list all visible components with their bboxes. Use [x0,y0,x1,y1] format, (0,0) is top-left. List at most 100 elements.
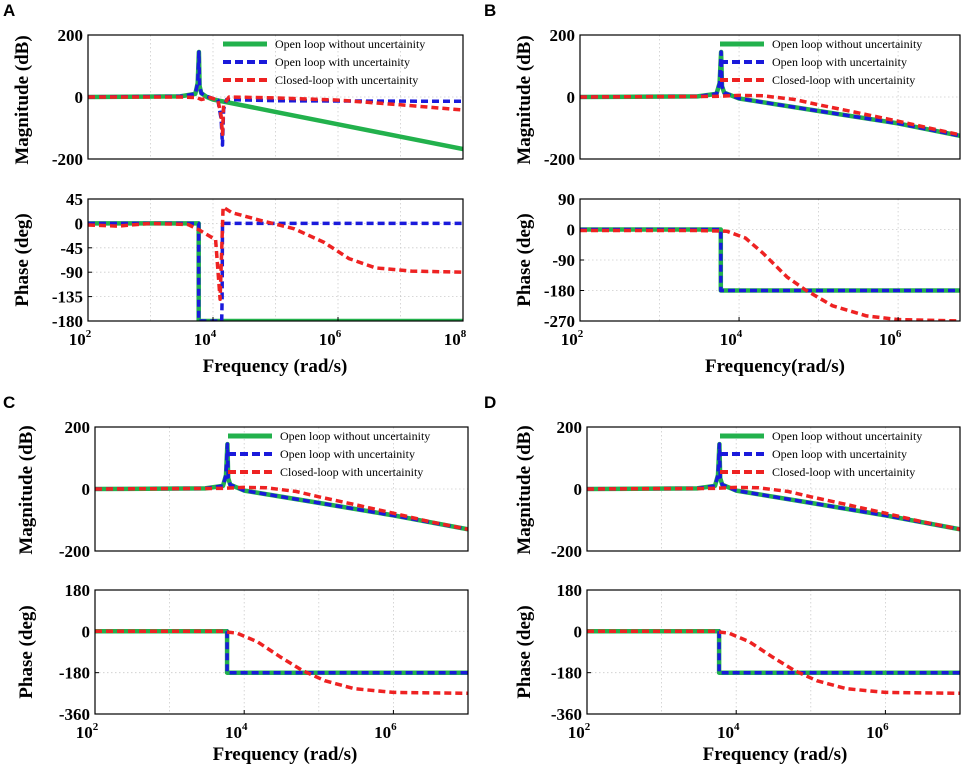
series-line-closed-with [587,629,960,696]
panel-A-phase-series-group [88,205,463,321]
phase-plot-frame [87,198,464,322]
y-tick-label: -180 [52,312,83,331]
series-line-closed-with [95,485,468,532]
x-tick-label: 104 [194,328,217,349]
legend-label: Open loop with uncertainity [275,55,410,69]
y-tick-label: -90 [552,251,575,270]
y-tick-label: -200 [544,150,575,169]
y-tick-label: -360 [59,705,90,724]
y-tick-label: 200 [550,26,576,45]
series-line-open-with [580,50,960,138]
panel-B-magnitude-series-group [580,49,960,139]
y-tick-label: 90 [558,190,575,209]
y-tick-label: -180 [551,664,582,683]
series-line-closed-with [580,93,960,137]
y-tick-label: 45 [66,190,83,209]
y-tick-label: -200 [52,150,83,169]
x-tick-label: 104 [717,721,740,742]
y-tick-label: -270 [544,312,575,331]
y-tick-label: -180 [544,282,575,301]
y-tick-label: 0 [567,221,576,240]
y-tick-label: 0 [82,480,91,499]
y-tick-label: -180 [59,664,90,683]
x-axis-label: Frequency (rad/s) [213,744,358,765]
y-tick-label: 200 [557,418,583,437]
phase-ylabel: Phase (deg) [16,605,37,698]
y-tick-label: -90 [60,263,83,282]
panel-B-phase-series-group [580,227,960,321]
legend-label: Closed-loop with uncertainity [280,465,423,479]
magnitude-ylabel: Magnitude (dB) [12,35,33,164]
magnitude-ylabel: Magnitude (dB) [16,425,37,554]
panel-letter-A: A [3,1,15,20]
panel-letter-D: D [484,393,496,412]
y-tick-label: 0 [567,88,576,107]
phase-ylabel: Phase (deg) [514,213,535,306]
magnitude-plot-frame [586,426,961,552]
legend-label: Closed-loop with uncertainity [772,465,915,479]
x-tick-label: 102 [568,721,591,742]
x-axis-label: Frequency (rad/s) [703,744,848,765]
x-tick-label: 102 [561,328,584,349]
panel-letter-B: B [484,1,496,20]
legend: Open loop without uncertainity Open loop … [720,429,922,479]
y-tick-label: -135 [52,288,83,307]
series-line-closed-with [580,228,960,321]
series-line-open-with [88,221,463,321]
panel-D-phase-series-group [587,629,960,696]
y-tick-label: 0 [75,214,84,233]
y-tick-label: 200 [58,26,84,45]
y-tick-label: 0 [574,622,583,641]
panel-letter-C: C [3,393,15,412]
y-tick-label: 0 [75,88,84,107]
y-tick-label: 180 [65,581,91,600]
panel-C-phase-series-group [95,629,468,696]
series-line-closed-with [88,205,463,302]
magnitude-plot-frame [87,34,464,160]
series-line-closed-with [95,629,468,696]
legend-label: Open loop without uncertainity [772,429,922,443]
magnitude-plot-frame [579,34,961,160]
x-axis-label: Frequency(rad/s) [705,356,845,377]
legend-label: Open loop without uncertainity [772,37,922,51]
phase-plot-frame [586,589,961,715]
x-axis-label: Frequency (rad/s) [203,356,348,377]
y-tick-label: -200 [551,542,582,561]
legend-label: Open loop without uncertainity [280,429,430,443]
x-tick-label: 104 [225,721,248,742]
y-tick-label: 200 [65,418,91,437]
phase-ylabel: Phase (deg) [514,605,535,698]
panel-D-magnitude-series-group [587,441,960,532]
x-tick-label: 106 [374,721,397,742]
x-tick-label: 108 [444,328,467,349]
legend-label: Open loop with uncertainity [280,447,415,461]
y-tick-label: -45 [60,239,83,258]
y-tick-label: 180 [557,581,583,600]
x-tick-label: 106 [319,328,342,349]
x-tick-label: 102 [76,721,99,742]
x-tick-label: 106 [866,721,889,742]
legend-label: Open loop without uncertainity [275,37,425,51]
y-tick-label: 0 [574,480,583,499]
panel-A-magnitude-series-group [88,49,463,152]
panel-C-magnitude-series-group [95,441,468,532]
series-line-closed-with [587,485,960,532]
legend: Open loop without uncertainity Open loop … [228,429,430,479]
magnitude-plot-frame [94,426,469,552]
y-tick-label: 0 [82,622,91,641]
legend-label: Closed-loop with uncertainity [275,73,418,87]
legend-label: Open loop with uncertainity [772,55,907,69]
legend: Open loop without uncertainity Open loop … [223,37,425,87]
legend-label: Open loop with uncertainity [772,447,907,461]
phase-ylabel: Phase (deg) [12,213,33,306]
phase-plot-frame [579,198,961,322]
x-tick-label: 102 [69,328,92,349]
x-tick-label: 104 [720,328,743,349]
phase-plot-frame [94,589,469,715]
magnitude-ylabel: Magnitude (dB) [514,425,535,554]
x-tick-label: 106 [879,328,902,349]
y-tick-label: -360 [551,705,582,724]
legend: Open loop without uncertainity Open loop … [720,37,922,87]
